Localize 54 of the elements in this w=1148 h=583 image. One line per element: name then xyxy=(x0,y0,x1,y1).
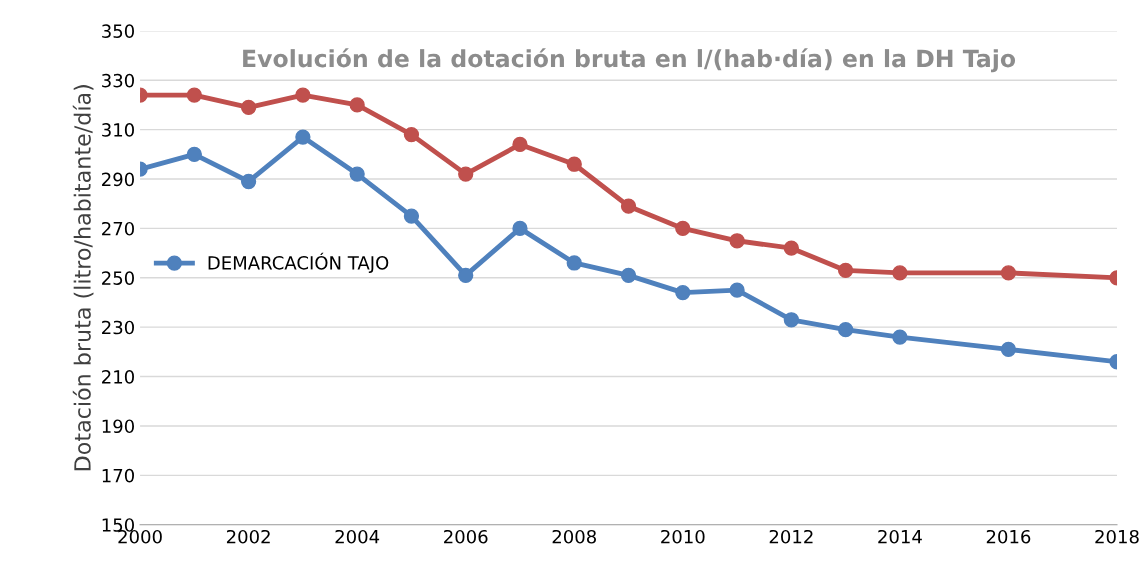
point xyxy=(186,87,202,103)
point xyxy=(458,267,474,283)
point xyxy=(1000,341,1017,358)
point xyxy=(240,99,257,116)
point xyxy=(349,97,365,113)
x-tick-label: 2010 xyxy=(661,529,705,544)
text: Evolución de la dotación bruta en l/(hab·día) en la DH Tajo xyxy=(243,48,1016,73)
y-tick-label: 210 xyxy=(102,370,134,384)
y-tick-label: 170 xyxy=(102,468,134,483)
x-tick-label: 2012 xyxy=(769,529,813,544)
point xyxy=(837,322,854,338)
point xyxy=(349,166,365,182)
point xyxy=(512,136,528,153)
y-tick-label: 350 xyxy=(102,24,134,39)
x-tick-label: 2002 xyxy=(226,529,270,544)
point xyxy=(675,284,691,301)
x-tick-label: 2008 xyxy=(552,529,596,544)
x-tick-label: 2006 xyxy=(444,529,488,544)
point xyxy=(403,208,420,224)
x-tick-label: 2016 xyxy=(986,529,1031,544)
point xyxy=(729,282,745,298)
y-tick-label: 290 xyxy=(102,172,134,187)
x-tick-label: 2004 xyxy=(335,529,380,544)
point xyxy=(566,156,582,172)
x-tick-label: 2014 xyxy=(878,529,922,544)
y-tick-label: 310 xyxy=(102,123,134,137)
x-tick-label: 2018 xyxy=(1095,529,1139,544)
point xyxy=(783,240,799,256)
point xyxy=(620,267,637,283)
point xyxy=(620,198,637,214)
point xyxy=(512,220,528,237)
point xyxy=(458,166,474,182)
point xyxy=(837,262,854,279)
point xyxy=(403,126,420,143)
y-axis-title: Dotación bruta (litro/habitante/día) xyxy=(72,85,94,471)
point xyxy=(1000,265,1017,281)
point xyxy=(675,220,691,237)
point xyxy=(892,265,908,281)
point xyxy=(240,173,257,190)
point xyxy=(892,329,908,345)
y-tick-label: 190 xyxy=(102,419,134,434)
point xyxy=(295,87,311,103)
x-tick-label: 2000 xyxy=(118,529,162,544)
point xyxy=(783,312,799,328)
y-tick-label: 250 xyxy=(102,271,134,285)
y-tick-label: 270 xyxy=(102,221,134,236)
y-tick-label: 230 xyxy=(102,320,134,335)
point xyxy=(566,255,582,271)
point xyxy=(186,146,202,162)
y-tick-label: 330 xyxy=(102,73,134,88)
point xyxy=(295,129,311,145)
y-tick-label: 150 xyxy=(102,518,134,532)
point xyxy=(729,233,745,249)
legend-label: DEMARCACIÓN TAJO xyxy=(208,252,389,273)
